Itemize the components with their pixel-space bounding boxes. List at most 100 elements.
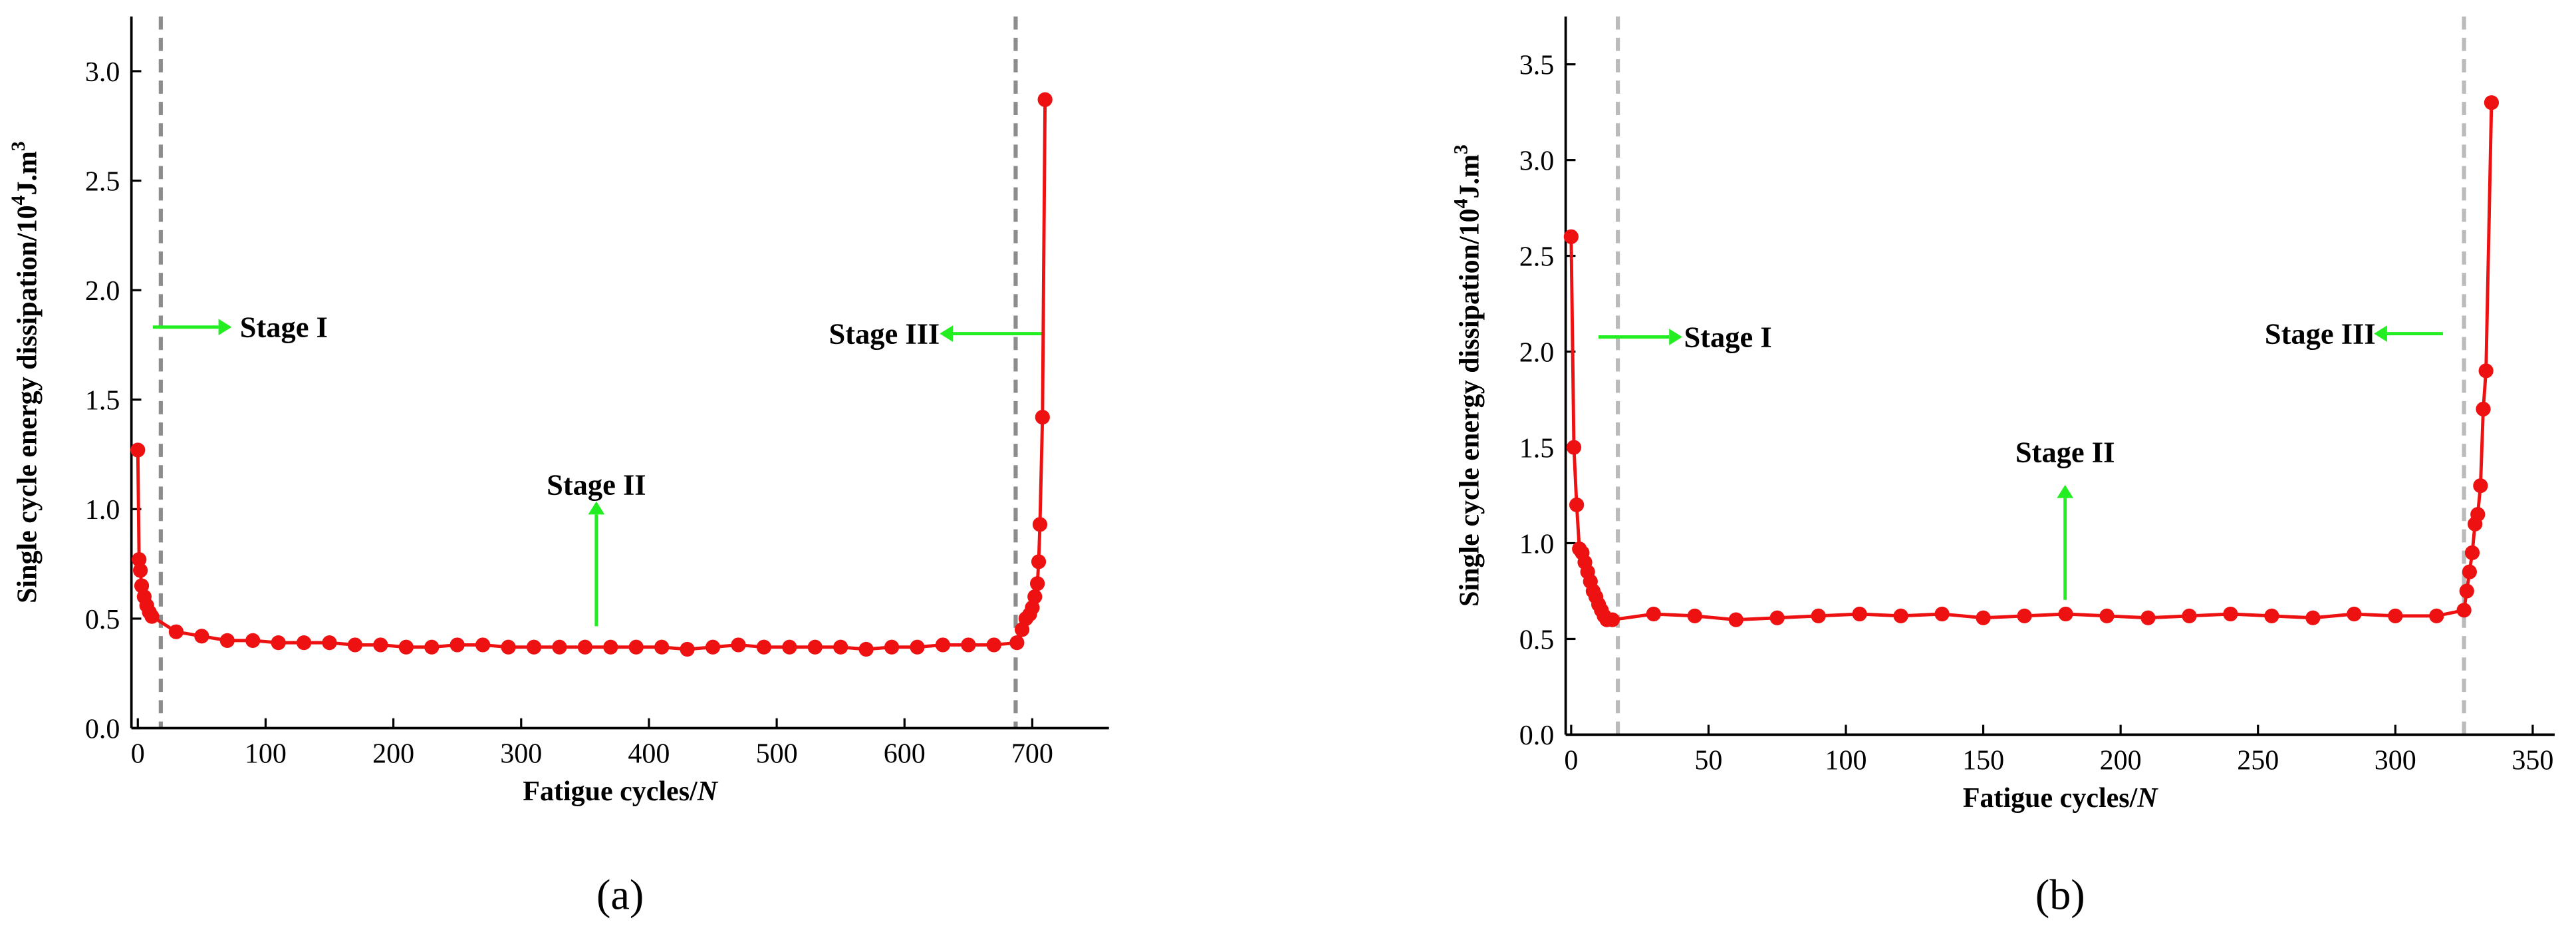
x-tick-label: 700 xyxy=(1011,738,1053,769)
data-point xyxy=(132,551,147,567)
x-tick-label: 400 xyxy=(628,738,670,769)
annotation: Stage II xyxy=(2015,435,2115,468)
x-axis-label: Fatigue cycles/N xyxy=(1963,783,2158,814)
data-line xyxy=(1569,102,2494,622)
data-point xyxy=(1009,635,1025,651)
figure-body: 0 100 200 300 400 500 600 7000.00.51.01.52.02.5… xyxy=(8,16,2555,918)
data-point xyxy=(552,639,567,655)
y-axis-label: Single cycle energy dissipation/104J.m3 xyxy=(8,141,43,603)
data-point xyxy=(2140,610,2156,625)
data-point xyxy=(1893,608,1908,624)
data-point xyxy=(1035,409,1050,425)
data-point xyxy=(424,639,440,655)
data-point xyxy=(935,637,951,653)
arrow-head xyxy=(1669,329,1682,345)
arrow-head xyxy=(218,319,232,336)
data-point xyxy=(526,639,542,655)
data-point xyxy=(1027,589,1043,605)
x-tick-label: 50 xyxy=(1694,745,1722,776)
x-tick-label: 150 xyxy=(1962,745,2004,776)
x-label-var: N xyxy=(2136,783,2158,814)
panel-label: (a) xyxy=(596,871,644,918)
y-tick-label: 0.5 xyxy=(1519,625,1554,655)
x-label-var: N xyxy=(697,776,719,807)
data-point xyxy=(833,639,848,655)
data-point xyxy=(1687,608,1702,624)
x-tick-label: 300 xyxy=(2375,745,2416,776)
x-axis-label: Fatigue cycles/N xyxy=(523,776,718,807)
y-tick-label: 1.0 xyxy=(1519,529,1554,559)
x-tick-label: 500 xyxy=(756,738,798,769)
data-point xyxy=(782,639,797,655)
annotation: Stage III xyxy=(2265,317,2376,350)
x-tick-label: 200 xyxy=(2100,745,2142,776)
data-point xyxy=(628,639,644,655)
y-tick-label: 3.5 xyxy=(1519,51,1554,81)
data-point xyxy=(1032,517,1048,532)
annotation: Stage I xyxy=(1684,320,1771,353)
x-tick-label: 600 xyxy=(884,738,926,769)
x-tick-label: 100 xyxy=(1825,745,1867,776)
data-point xyxy=(807,639,823,655)
arrow-head xyxy=(588,501,605,515)
data-point xyxy=(1037,92,1053,107)
y-tick-label: 2.5 xyxy=(85,166,120,197)
data-point xyxy=(168,624,184,639)
arrow-head xyxy=(2057,484,2074,498)
y-axis-label: Single cycle energy dissipation/104J.m3 xyxy=(1450,144,1485,607)
chart: 0 50 100 150 200 250 300 350 0.0 0.5 1.0 1.5 2.0 2.5 3… xyxy=(1450,16,2555,918)
y-tick-label: 3.0 xyxy=(1519,146,1554,176)
y-tick-label: 0.0 xyxy=(85,714,120,744)
data-point xyxy=(986,637,1001,653)
data-point xyxy=(858,641,874,657)
data-point xyxy=(322,635,337,651)
data-point xyxy=(2305,610,2321,625)
data-point xyxy=(2388,608,2403,624)
y-tick-label: 2.5 xyxy=(1519,241,1554,272)
data-point xyxy=(1852,606,1867,622)
data-point xyxy=(2470,507,2486,522)
y-label-unit: J.m xyxy=(1455,154,1485,199)
data-point xyxy=(2264,608,2279,624)
data-point xyxy=(603,639,618,655)
data-point xyxy=(2347,606,2362,622)
x-tick-label: 300 xyxy=(500,738,542,769)
y-label-sup: 4 xyxy=(8,195,29,205)
panel-label: (b) xyxy=(2035,871,2085,918)
data-point xyxy=(501,639,516,655)
data-point xyxy=(731,637,746,653)
y-tick-label: 0.5 xyxy=(85,605,120,635)
data-point xyxy=(910,639,925,655)
x-tick-label: 350 xyxy=(2512,745,2553,776)
data-point xyxy=(756,639,771,655)
data-point xyxy=(2473,478,2488,494)
data-point xyxy=(144,609,160,624)
data-point xyxy=(450,637,465,653)
data-point xyxy=(2459,583,2474,599)
data-point xyxy=(475,637,491,653)
x-tick-label: 200 xyxy=(372,738,414,769)
y-tick-label: 0.0 xyxy=(1519,720,1554,751)
data-point xyxy=(271,635,286,651)
data-point xyxy=(2476,401,2491,417)
data-point xyxy=(2058,606,2073,622)
chart: 0 100 200 300 400 500 600 700 0.0 0.5 1.0 1.5 2.0 2.5… xyxy=(8,16,1109,918)
data-point xyxy=(1811,608,1826,624)
data-point xyxy=(1976,610,1991,625)
data-point xyxy=(1031,554,1047,569)
data-point xyxy=(194,629,209,644)
y-label-text: Single cycle energy dissipation/10 xyxy=(12,205,43,603)
y-tick-label: 2.0 xyxy=(1519,337,1554,368)
data-point xyxy=(961,637,976,653)
data-point xyxy=(1029,576,1045,591)
x-label-text: Fatigue cycles/ xyxy=(1963,783,2138,814)
data-point xyxy=(2017,608,2032,624)
x-tick-label: 250 xyxy=(2237,745,2279,776)
arrow-head xyxy=(2374,325,2387,342)
data-point xyxy=(2464,545,2480,560)
y-tick-label: 2.0 xyxy=(85,276,120,307)
data-point xyxy=(347,637,363,653)
data-point xyxy=(132,563,148,578)
y-tick-label: 3.0 xyxy=(85,57,120,88)
